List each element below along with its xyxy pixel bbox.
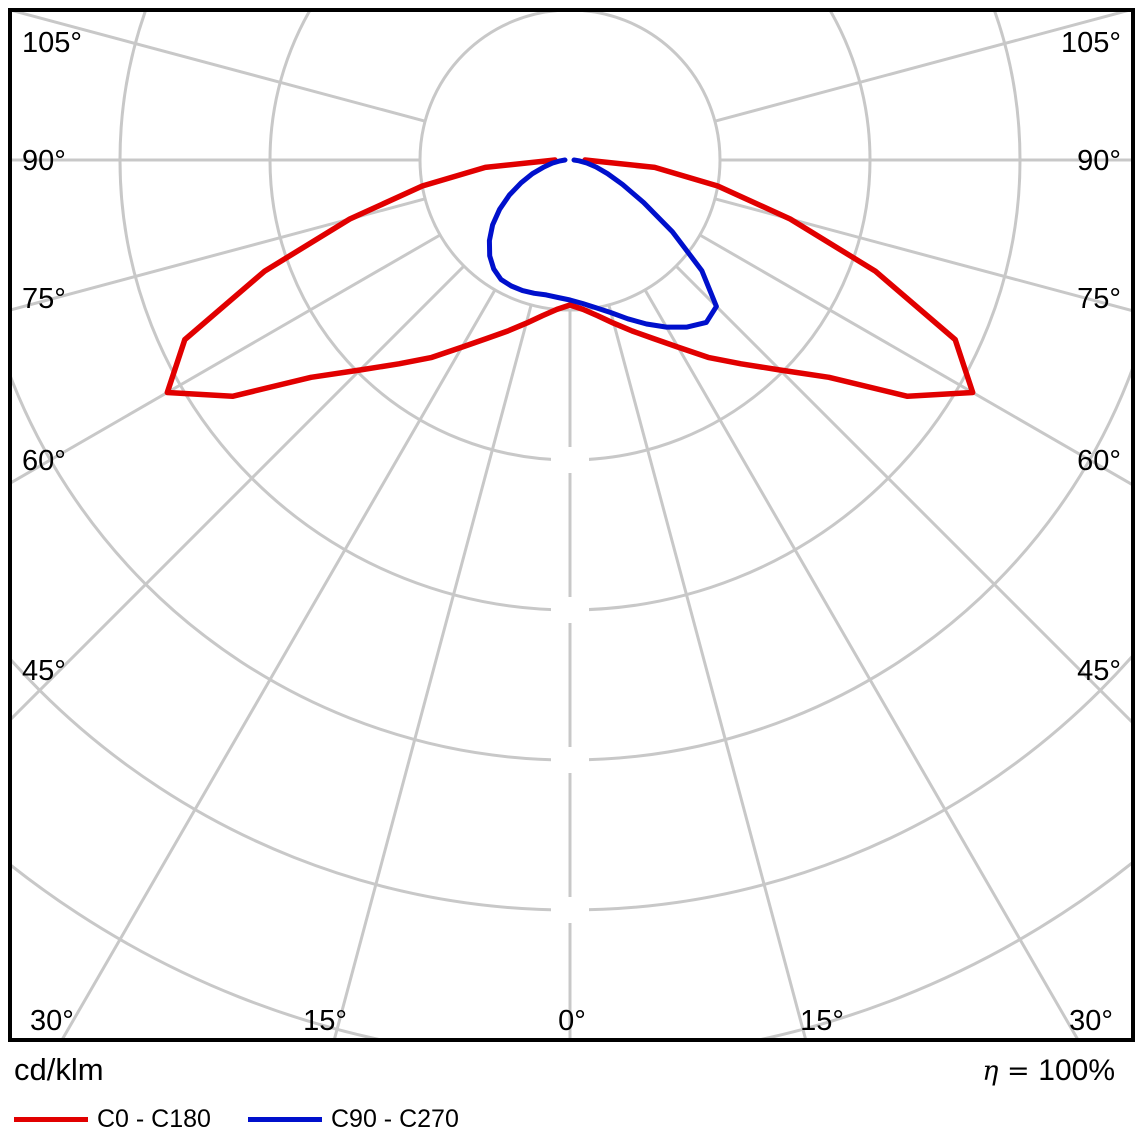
efficiency-value: 100%: [1038, 1054, 1115, 1087]
curve-c90-c270: [486, 157, 719, 330]
grid-ray-30: [61, 289, 497, 1038]
angle-label-105: 105°: [22, 27, 82, 59]
angle-label-30: 30°: [1069, 1005, 1113, 1037]
legend-item-c90-c270: C90 - C270: [248, 1104, 459, 1134]
grid-ray-15: [333, 304, 533, 1038]
angle-label-105: 105°: [1061, 27, 1121, 59]
radial-unit-label: cd/klm: [14, 1052, 104, 1087]
radial-tick-label-boxes: [551, 447, 589, 923]
angle-label-15: 15°: [800, 1005, 844, 1037]
angle-label-60: 60°: [22, 445, 66, 477]
grid-ray-75: [714, 197, 1131, 312]
legend-label-c0-c180: C0 - C180: [97, 1104, 211, 1133]
angle-label-60: 60°: [1077, 445, 1121, 477]
legend-swatch-c90-c270: [248, 1116, 322, 1122]
legend-item-c0-c180: C0 - C180: [14, 1104, 211, 1134]
legend-label-c90-c270: C90 - C270: [331, 1104, 459, 1133]
curve-c0-c180: [164, 157, 976, 400]
grid-ray-30: [643, 289, 1079, 1038]
angle-label-45: 45°: [1077, 655, 1121, 687]
footer: cd/klm η = 100% C0 - C180 C90 - C270: [0, 1046, 1143, 1143]
radial-tick-label-box: [551, 597, 589, 623]
angle-label-30: 30°: [30, 1005, 74, 1037]
grid-ray-45: [675, 265, 1131, 724]
angle-label-45: 45°: [22, 655, 66, 687]
angle-label-0: 0°: [558, 1005, 586, 1037]
radial-tick-label-box: [551, 747, 589, 773]
grid-ring: [418, 12, 722, 312]
angle-label-15: 15°: [303, 1005, 347, 1037]
grid-ray-45: [12, 265, 465, 721]
angle-label-90: 90°: [22, 145, 66, 177]
legend-swatch-c0-c180: [14, 1116, 88, 1122]
angle-label-75: 75°: [1077, 283, 1121, 315]
radial-tick-label-box: [551, 447, 589, 473]
efficiency-label: η = 100%: [982, 1054, 1115, 1088]
grid-ray-75: [12, 197, 426, 312]
grid-ray-105: [12, 12, 426, 123]
grid-ray-60: [699, 233, 1131, 486]
angle-label-90: 90°: [1077, 145, 1121, 177]
grid-ray-60: [12, 233, 441, 484]
radial-tick-label-box: [551, 897, 589, 923]
plot-border: [8, 8, 1135, 1042]
eta-symbol: η =: [982, 1056, 1039, 1087]
grid-ray-105: [714, 12, 1129, 123]
grid-ray-15: [607, 304, 807, 1038]
angle-label-75: 75°: [22, 283, 66, 315]
